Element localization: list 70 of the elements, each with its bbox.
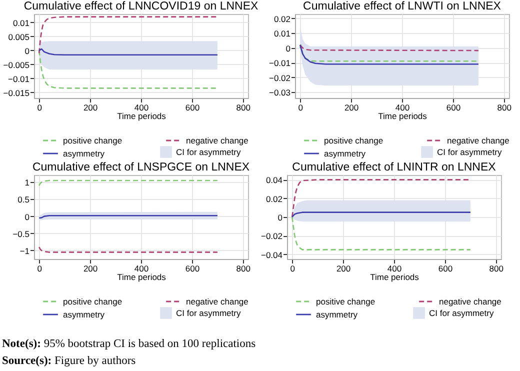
x-tick-label: 200 <box>336 264 351 274</box>
y-tick-label: −0.005 <box>3 60 30 70</box>
legend-label: asymmetry <box>63 148 106 158</box>
x-tick-label: 600 <box>185 102 200 112</box>
chart-title: Cumulative effect of LNSPGCE on LNNEX <box>32 162 250 174</box>
y-tick-label: 0 <box>24 212 30 222</box>
x-axis-title: Time periods <box>378 111 427 121</box>
legend-label: asymmetry <box>316 310 358 320</box>
legend-label: positive change <box>316 296 376 306</box>
y-tick-label: 0.5 <box>18 194 30 205</box>
x-tick-label: 0 <box>37 102 42 112</box>
x-tick-label: 400 <box>395 102 410 112</box>
legend-label: asymmetry <box>63 310 106 320</box>
x-tick-label: 400 <box>387 264 402 274</box>
x-tick-label: 200 <box>83 264 98 274</box>
y-tick-label: −0.01 <box>8 74 30 84</box>
x-tick-label: 800 <box>236 264 251 274</box>
x-tick-label: 200 <box>83 102 98 112</box>
y-tick-label: −0.02 <box>268 72 291 83</box>
y-tick-label: 0.04 <box>266 175 283 186</box>
chart-title: Cumulative effect of LNINTR on LNNEX <box>292 162 496 174</box>
y-tick-label: −0.5 <box>12 228 30 239</box>
legend-label: negative change <box>186 136 249 146</box>
text: CI for asymmetry <box>429 308 494 318</box>
chart-title: Cumulative effect of LNNCOVID19 on LNNEX <box>24 0 259 12</box>
y-tick-label: 0 <box>286 43 291 54</box>
x-tick-label: 800 <box>489 264 504 274</box>
y-tick-label: −0.01 <box>268 58 291 68</box>
source-note: Source(s): Figure by authors <box>2 354 137 369</box>
line-series <box>38 16 218 54</box>
y-tick-label: 0 <box>24 46 30 56</box>
x-axis-title: Time periods <box>117 111 166 121</box>
y-tick-label: −1 <box>20 246 30 256</box>
line-series <box>291 216 472 250</box>
x-axis-title: Time periods <box>370 272 419 282</box>
legend-label: positive change <box>63 296 122 306</box>
line-series <box>291 179 472 218</box>
x-tick-label: 600 <box>446 102 461 112</box>
y-tick-label: 0 <box>278 212 283 222</box>
y-tick-label: −0.03 <box>268 88 291 98</box>
x-tick-label: 0 <box>298 102 304 112</box>
x-axis-title: Time periods <box>117 272 166 282</box>
x-tick-label: 600 <box>438 264 453 274</box>
legend-label: negative change <box>447 136 510 146</box>
legend-label: positive change <box>63 136 122 146</box>
x-tick-label: 800 <box>236 102 251 112</box>
x-tick-label: 0 <box>37 264 42 274</box>
y-tick-label: 0.01 <box>12 18 30 28</box>
y-tick-label: −0.02 <box>260 231 283 242</box>
y-tick-label: 1 <box>24 178 30 188</box>
x-tick-label: 200 <box>344 102 359 112</box>
x-tick-label: 600 <box>185 264 200 274</box>
x-tick-label: 400 <box>134 264 149 274</box>
text: CI for asymmetry <box>437 147 502 157</box>
x-tick-label: 400 <box>134 102 149 112</box>
legend-label: positive change <box>324 136 384 146</box>
y-tick-label: −0.015 <box>3 88 30 98</box>
chart-title: Cumulative effect of LNWTI on LNNEX <box>303 0 502 12</box>
legend-label: negative change <box>186 296 249 306</box>
legend-label: negative change <box>439 296 502 306</box>
y-tick-label: −0.04 <box>260 250 283 260</box>
text: CI for asymmetry <box>176 308 242 318</box>
text: Note(s): 95% bootstrap CI is based on 100 replications <box>2 337 257 352</box>
legend-label: asymmetry <box>324 148 366 158</box>
y-tick-label: 0.02 <box>266 194 283 204</box>
x-tick-label: 800 <box>497 102 512 112</box>
text: CI for asymmetry <box>176 147 242 157</box>
y-tick-label: 0.02 <box>274 14 291 24</box>
y-tick-label: 0.005 <box>8 32 30 42</box>
y-tick-label: 0.01 <box>274 28 291 39</box>
